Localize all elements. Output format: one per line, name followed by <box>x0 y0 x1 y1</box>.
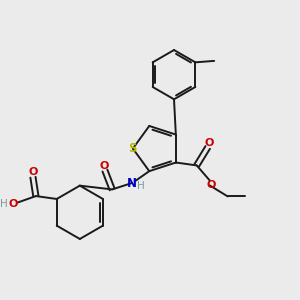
Text: S: S <box>128 142 136 155</box>
Text: O: O <box>204 138 214 148</box>
Text: O: O <box>8 199 18 209</box>
Text: N: N <box>127 176 137 190</box>
Text: O: O <box>28 167 38 177</box>
Text: H: H <box>137 181 145 191</box>
Text: O: O <box>206 180 216 190</box>
Text: O: O <box>100 160 109 171</box>
Text: H: H <box>0 199 7 209</box>
